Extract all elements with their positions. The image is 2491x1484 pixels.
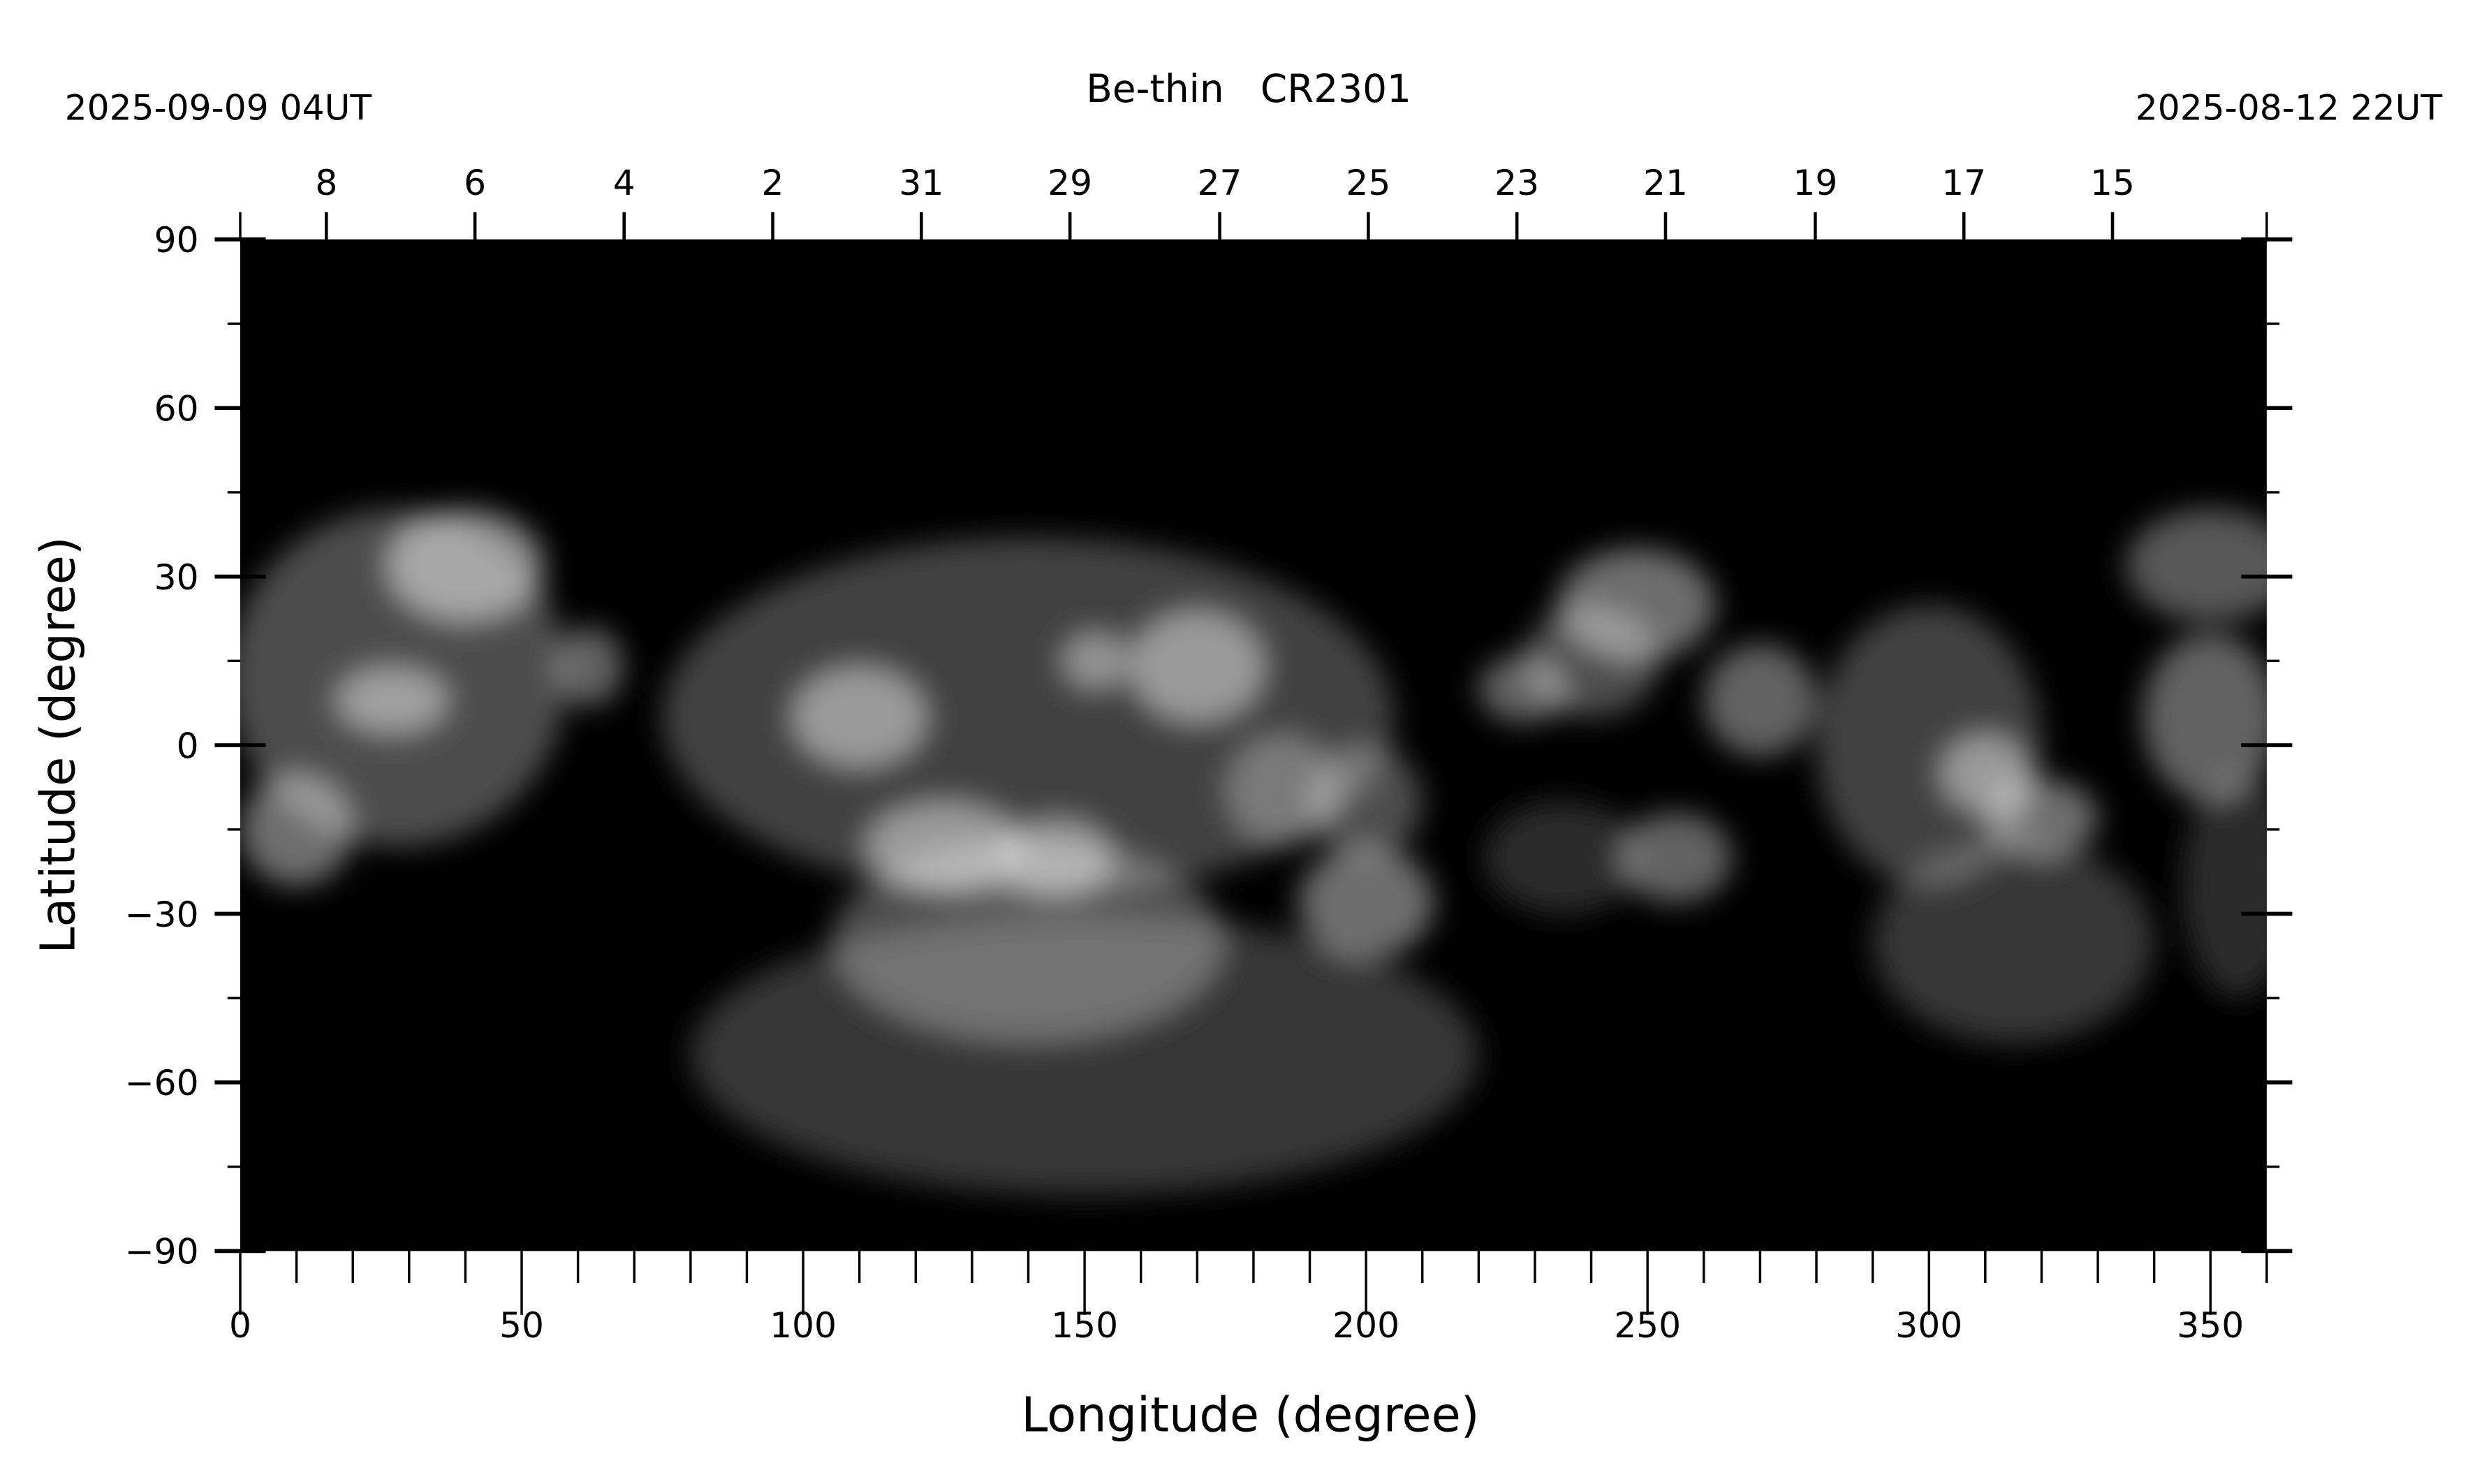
bright-region (1703, 644, 1817, 757)
y-tick-label: −60 (125, 1062, 199, 1103)
bright-region (865, 801, 1023, 892)
bright-region (1816, 604, 2042, 886)
x-tick-labels: 0 50 100 150 200 250 300 350 (229, 1305, 2244, 1346)
y-tick-labels: 90 60 30 0 −30 −60 −90 (125, 219, 199, 1272)
date-tick-label: 6 (464, 162, 486, 203)
date-tick-labels: 8 6 4 2 31 29 27 25 23 21 19 17 15 (315, 162, 2135, 203)
date-tick-label: 2 (762, 162, 784, 203)
date-tick-label: 8 (315, 162, 337, 203)
x-tick-label: 0 (229, 1305, 251, 1346)
bright-region (1309, 745, 1423, 858)
y-tick-label: 90 (154, 219, 199, 260)
bright-region (1484, 801, 1643, 914)
bright-region (1872, 840, 2154, 1043)
bright-region (791, 666, 927, 768)
map-image (240, 509, 2267, 1195)
x-tick-label: 50 (499, 1305, 544, 1346)
bright-region (1129, 610, 1265, 723)
date-tick-label: 25 (1346, 162, 1390, 203)
bright-region (1225, 733, 1338, 846)
chart-title: Be-thin CR2301 (1086, 66, 1411, 111)
date-tick-label: 4 (613, 162, 635, 203)
start-date-label: 2025-09-09 04UT (65, 87, 372, 128)
bright-region (555, 627, 624, 706)
date-tick-label: 31 (899, 162, 943, 203)
bright-region (2182, 773, 2267, 999)
date-tick-label: 29 (1048, 162, 1092, 203)
date-tick-label: 17 (1941, 162, 1986, 203)
date-tick-label: 19 (1793, 162, 1837, 203)
bright-region (1523, 604, 1659, 717)
x-axis-label: Longitude (degree) (1021, 1388, 1479, 1443)
bright-region (240, 773, 353, 886)
bright-region (1298, 846, 1434, 959)
end-date-label: 2025-08-12 22UT (2136, 87, 2443, 128)
x-tick-label: 150 (1051, 1305, 1118, 1346)
bright-region (1619, 812, 1733, 903)
bright-region (2126, 509, 2267, 622)
y-axis-label: Latitude (degree) (30, 536, 86, 953)
bright-region (831, 840, 1226, 1043)
x-tick-label: 100 (770, 1305, 837, 1346)
y-tick-label: −30 (125, 894, 199, 935)
date-tick-label: 27 (1198, 162, 1242, 203)
bright-region (1000, 818, 1113, 897)
date-tick-label: 23 (1494, 162, 1539, 203)
x-tick-label: 200 (1332, 1305, 1399, 1346)
x-tick-label: 250 (1614, 1305, 1681, 1346)
y-tick-label: 0 (177, 725, 199, 766)
x-tick-label: 300 (1895, 1305, 1962, 1346)
y-tick-label: 30 (154, 557, 199, 598)
date-tick-label: 21 (1643, 162, 1688, 203)
y-tick-label: 60 (154, 388, 199, 429)
bright-region (386, 509, 545, 622)
bright-region (2143, 633, 2267, 802)
axis-ticks (214, 212, 2293, 1315)
date-tick-label: 15 (2090, 162, 2135, 203)
x-tick-label: 350 (2177, 1305, 2244, 1346)
bright-region (1061, 633, 1130, 689)
bright-region (1985, 779, 2099, 858)
bright-region (336, 666, 449, 734)
y-tick-label: −90 (125, 1231, 199, 1272)
